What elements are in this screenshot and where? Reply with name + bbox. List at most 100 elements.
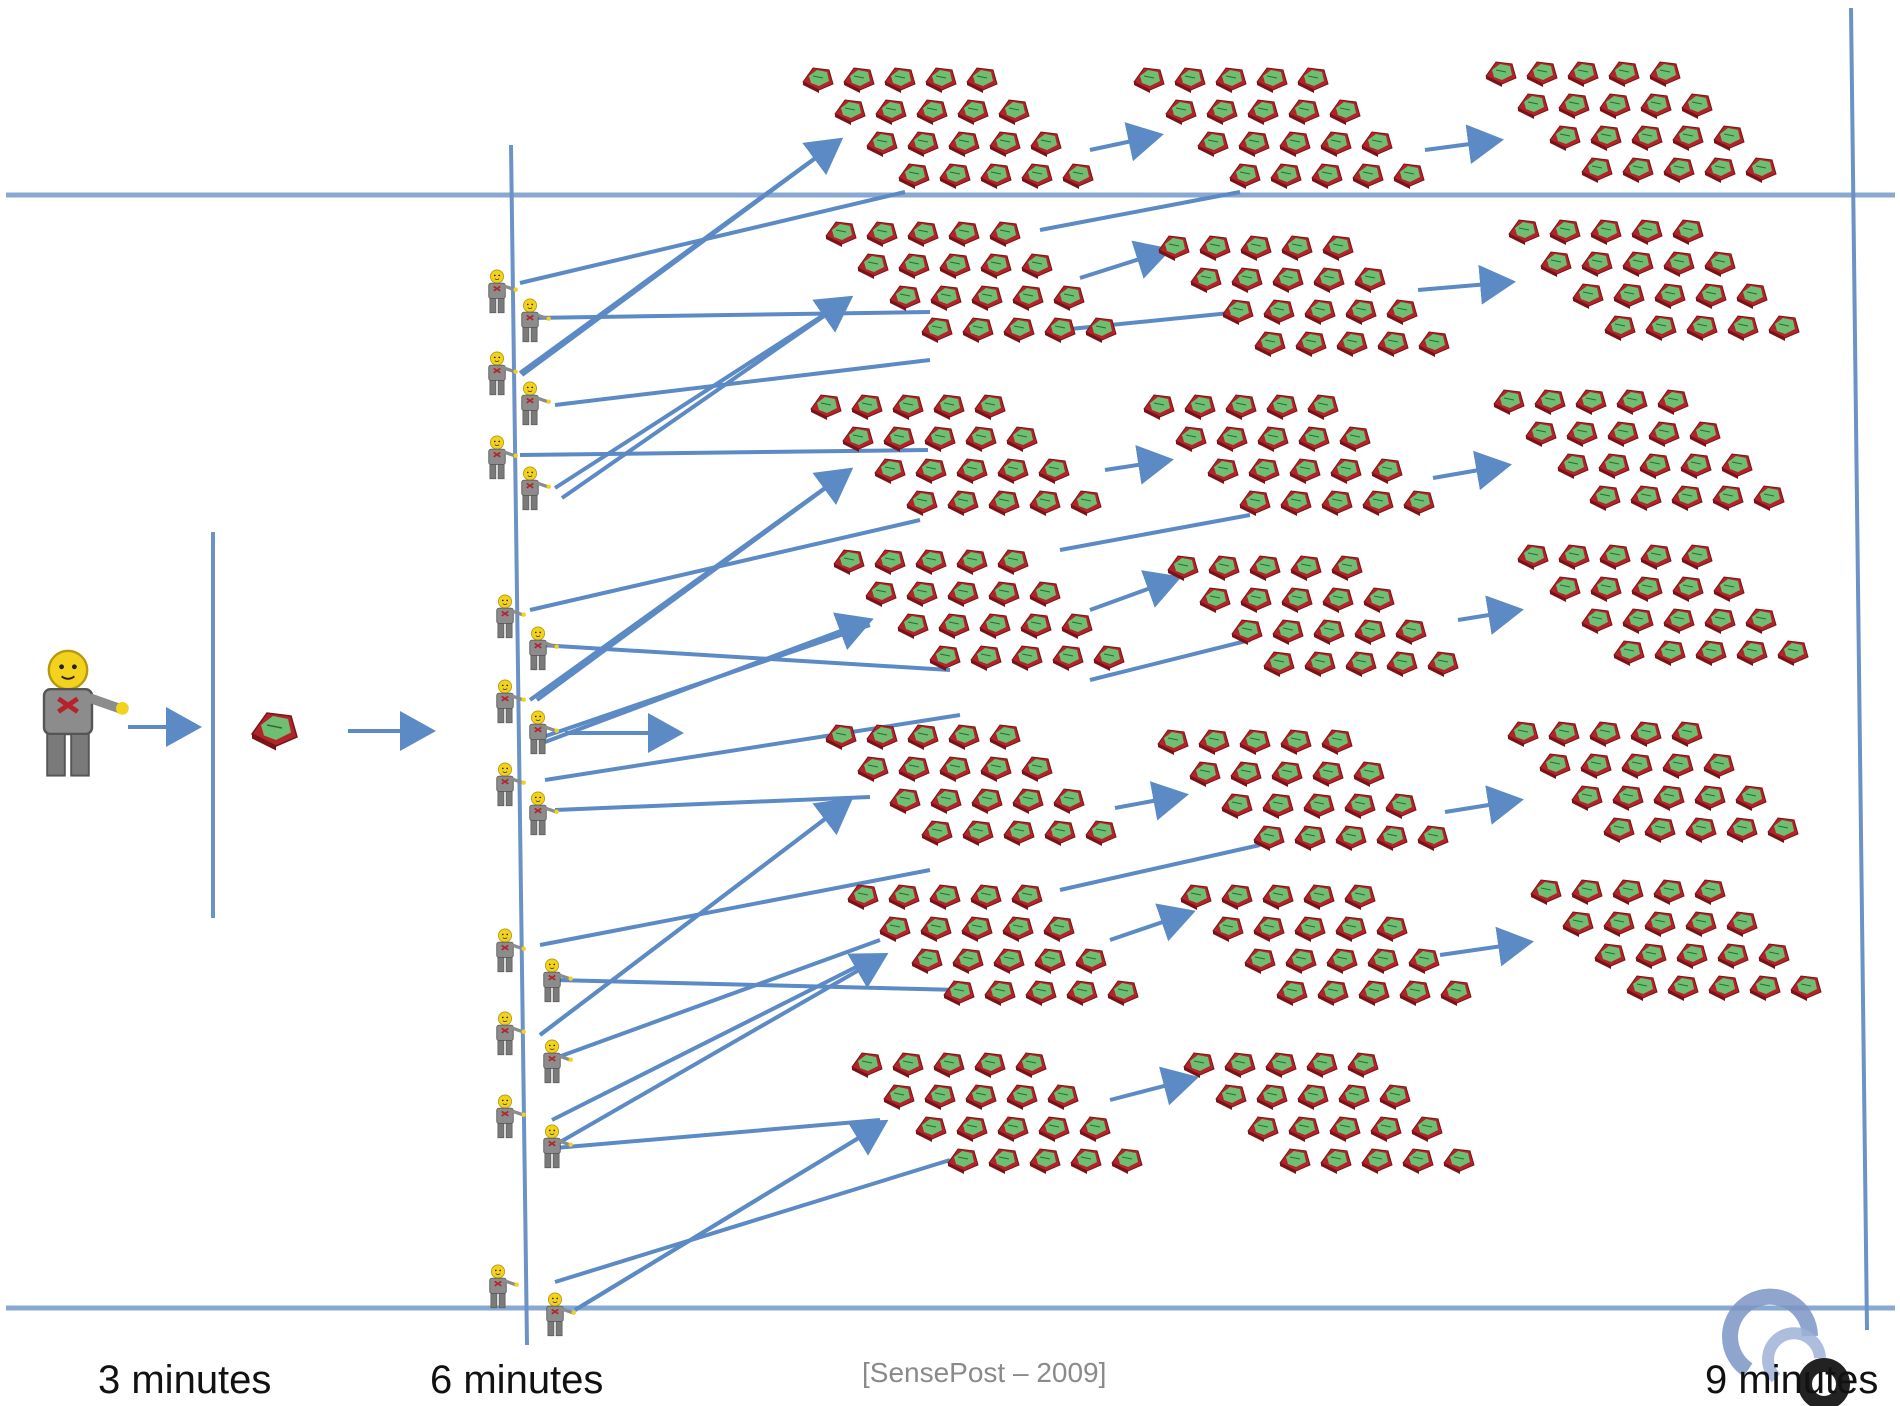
telephone-icon xyxy=(1654,640,1686,667)
telephone-icon xyxy=(1680,453,1712,480)
vertical-line-6-minutes xyxy=(509,144,529,1346)
telephone-icon xyxy=(1313,619,1345,646)
telephone-icon xyxy=(1212,916,1244,943)
telephone-icon xyxy=(943,980,975,1007)
telephone-icon xyxy=(1379,1084,1411,1111)
telephone-icon xyxy=(1207,458,1239,485)
telephone-icon xyxy=(1653,785,1685,812)
telephone-icon xyxy=(1025,980,1057,1007)
telephone-icon xyxy=(1613,640,1645,667)
connector-line xyxy=(1059,513,1251,552)
telephone-icon xyxy=(980,756,1012,783)
telephone-icon xyxy=(1230,761,1262,788)
telephone-icon xyxy=(1507,721,1539,748)
telephone-icon xyxy=(1174,67,1206,94)
telephone-icon xyxy=(1567,61,1599,88)
telephone-icon xyxy=(1256,1084,1288,1111)
telephone-icon xyxy=(933,1052,965,1079)
telephone-icon xyxy=(1385,793,1417,820)
phone-cluster xyxy=(1133,67,1425,190)
telephone-icon xyxy=(1361,131,1393,158)
telephone-icon xyxy=(962,317,994,344)
telephone-icon xyxy=(1038,458,1070,485)
phone-cluster xyxy=(1167,555,1459,678)
telephone-icon xyxy=(1749,975,1781,1002)
telephone-icon xyxy=(1735,785,1767,812)
telephone-icon xyxy=(1085,317,1117,344)
telephone-icon xyxy=(1443,1148,1475,1175)
telephone-icon xyxy=(1417,825,1449,852)
telephone-icon xyxy=(930,788,962,815)
telephone-icon xyxy=(1580,753,1612,780)
phone-cluster xyxy=(1158,235,1450,358)
telephone-icon xyxy=(1329,99,1361,126)
telephone-icon xyxy=(1408,948,1440,975)
telephone-icon xyxy=(1215,1084,1247,1111)
telephone-icon xyxy=(1330,458,1362,485)
telephone-icon xyxy=(1644,817,1676,844)
telephone-icon xyxy=(1215,67,1247,94)
telephone-icon xyxy=(907,131,939,158)
telephone-icon xyxy=(1344,793,1376,820)
telephone-icon xyxy=(1280,490,1312,517)
telephone-icon xyxy=(947,490,979,517)
telephone-icon xyxy=(1256,67,1288,94)
telephone-icon xyxy=(1034,948,1066,975)
telephone-icon xyxy=(1262,884,1294,911)
connector-line xyxy=(529,310,931,320)
telephone-icon xyxy=(1727,315,1759,342)
telephone-icon xyxy=(1199,587,1231,614)
telephone-icon xyxy=(1061,613,1093,640)
telephone-icon xyxy=(1581,251,1613,278)
telephone-icon xyxy=(1358,980,1390,1007)
arrow xyxy=(1444,785,1524,825)
telephone-icon xyxy=(1221,793,1253,820)
telephone-icon xyxy=(1062,163,1094,190)
telephone-icon xyxy=(1589,485,1621,512)
telephone-icon xyxy=(1631,219,1663,246)
telephone-icon xyxy=(1021,253,1053,280)
telephone-icon xyxy=(1317,980,1349,1007)
telephone-icon xyxy=(1345,299,1377,326)
telephone-icon xyxy=(939,163,971,190)
telephone-icon xyxy=(1672,125,1704,152)
telephone-icon xyxy=(1589,721,1621,748)
telephone-icon xyxy=(1093,645,1125,672)
telephone-icon xyxy=(1338,1084,1370,1111)
telephone-icon xyxy=(1612,785,1644,812)
telephone-icon xyxy=(1189,761,1221,788)
telephone-icon xyxy=(1070,1148,1102,1175)
telephone-icon xyxy=(1736,640,1768,667)
telephone-icon xyxy=(1294,825,1326,852)
telephone-icon xyxy=(1047,1084,1079,1111)
telephone-icon xyxy=(1240,587,1272,614)
telephone-icon xyxy=(1321,729,1353,756)
telephone-icon xyxy=(947,581,979,608)
telephone-icon xyxy=(1626,975,1658,1002)
telephone-icon xyxy=(1335,825,1367,852)
telephone-icon xyxy=(1248,458,1280,485)
telephone-icon xyxy=(1320,1148,1352,1175)
person-figure-icon xyxy=(495,1093,528,1140)
phone-cluster xyxy=(1530,879,1822,1002)
telephone-icon xyxy=(970,884,1002,911)
telephone-icon xyxy=(1581,608,1613,635)
telephone-icon xyxy=(1689,421,1721,448)
telephone-icon xyxy=(884,67,916,94)
arrow xyxy=(1424,124,1504,165)
telephone-icon xyxy=(1240,235,1272,262)
telephone-icon xyxy=(1030,131,1062,158)
telephone-icon xyxy=(1197,131,1229,158)
telephone-icon xyxy=(1029,581,1061,608)
connector-line xyxy=(551,953,881,1122)
telephone-icon xyxy=(1695,640,1727,667)
telephone-icon xyxy=(1607,421,1639,448)
telephone-icon xyxy=(1612,879,1644,906)
telephone-icon xyxy=(1021,756,1053,783)
telephone-icon xyxy=(1386,651,1418,678)
telephone-icon xyxy=(956,549,988,576)
connector-line xyxy=(553,296,852,490)
telephone-icon xyxy=(1239,729,1271,756)
telephone-icon xyxy=(1621,753,1653,780)
